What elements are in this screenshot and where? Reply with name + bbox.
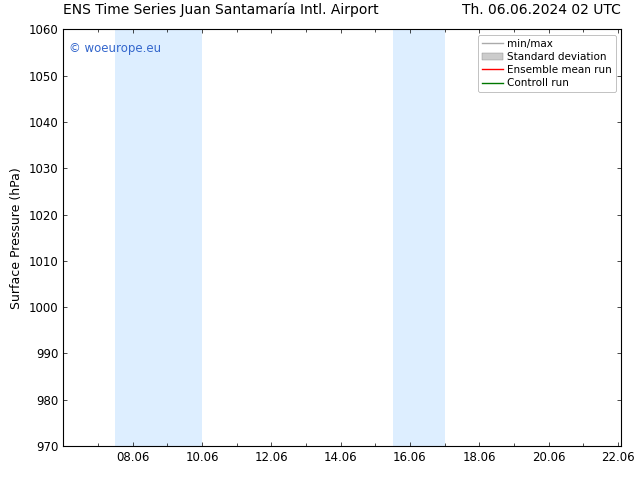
Bar — [115, 29, 202, 446]
Y-axis label: Surface Pressure (hPa): Surface Pressure (hPa) — [10, 167, 23, 309]
Text: © woeurope.eu: © woeurope.eu — [69, 42, 161, 55]
Bar — [392, 29, 444, 446]
Text: Th. 06.06.2024 02 UTC: Th. 06.06.2024 02 UTC — [462, 3, 621, 17]
Text: ENS Time Series Juan Santamaría Intl. Airport: ENS Time Series Juan Santamaría Intl. Ai… — [63, 2, 379, 17]
Legend: min/max, Standard deviation, Ensemble mean run, Controll run: min/max, Standard deviation, Ensemble me… — [478, 35, 616, 92]
